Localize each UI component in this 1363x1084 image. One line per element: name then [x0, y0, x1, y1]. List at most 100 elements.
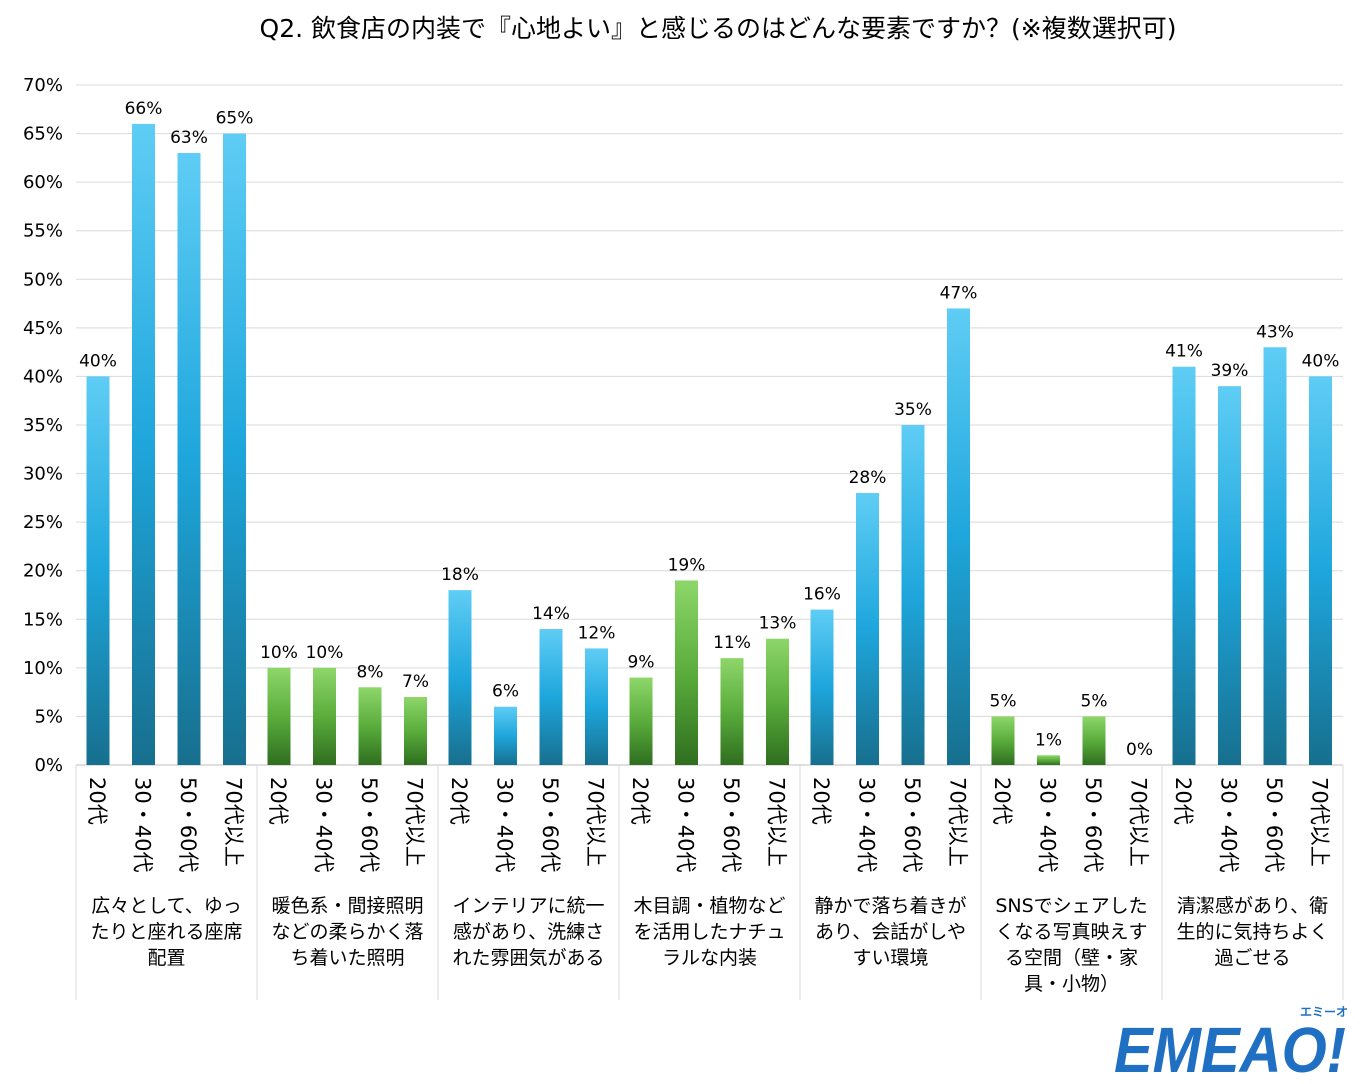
x-tick-label: 70代以上	[1127, 777, 1151, 867]
y-tick-label: 40%	[23, 366, 63, 387]
data-label: 43%	[1256, 322, 1294, 342]
bar	[810, 609, 834, 765]
x-tick-label: 70代以上	[946, 777, 970, 867]
category-label: 生的に気持ちよく	[1176, 921, 1328, 943]
x-tick-label: 30・40代	[493, 777, 517, 872]
x-tick-label: 70代以上	[222, 777, 246, 867]
data-label: 10%	[306, 643, 344, 663]
x-tick-label: 30・40代	[674, 777, 698, 872]
category-label: SNSでシェアした	[995, 895, 1147, 917]
y-tick-label: 50%	[23, 269, 63, 290]
category-label: たりと座れる座席	[90, 921, 242, 943]
bar	[1082, 716, 1106, 765]
data-label: 41%	[1165, 342, 1203, 362]
logo-kana: エミーオ	[1300, 1005, 1348, 1019]
data-label: 14%	[532, 604, 570, 624]
bar	[1218, 386, 1241, 765]
category-label: などの柔らかく落	[271, 921, 423, 943]
bar	[267, 667, 291, 765]
data-label: 12%	[578, 623, 616, 643]
data-label: 66%	[125, 99, 163, 119]
x-tick-label: 20代	[628, 777, 652, 825]
x-tick-label: 30・40代	[131, 777, 155, 872]
data-label: 18%	[441, 565, 479, 585]
bar	[585, 648, 608, 765]
category-label: 過ごせる	[1214, 947, 1290, 969]
y-tick-label: 65%	[23, 124, 63, 145]
x-tick-label: 20代	[447, 777, 471, 825]
category-label: を活用したナチュ	[633, 921, 785, 943]
data-label: 65%	[216, 109, 254, 129]
x-tick-label: 30・40代	[312, 777, 336, 872]
category-label: ち着いた照明	[290, 947, 404, 969]
bar	[720, 658, 744, 765]
data-label: 8%	[357, 662, 384, 682]
x-tick-label: 50・60代	[1081, 777, 1105, 872]
category-label: 配置	[147, 947, 185, 969]
x-tick-label: 30・40代	[855, 777, 879, 872]
bar	[1309, 376, 1332, 765]
data-label: 5%	[1081, 691, 1108, 711]
y-tick-label: 0%	[34, 755, 63, 776]
chart-title: Q2. 飲食店の内装で『心地よい』と感じるのはどんな要素ですか？(※複数選択可)	[260, 14, 1177, 43]
category-label: 清潔感があり、衛	[1177, 895, 1328, 917]
category-label: 感があり、洗練さ	[453, 921, 604, 943]
category-label: 具・小物）	[1024, 973, 1119, 995]
category-label: インテリアに統一	[452, 895, 604, 917]
y-axis: 0% 5% 10% 15% 20% 25% 30% 35% 40% 45% 50% 55% 60% 65%…	[23, 75, 63, 776]
x-tick-label: 20代	[1171, 777, 1195, 825]
y-tick-label: 70%	[23, 75, 63, 96]
logo-text: EMEAO!	[1114, 1014, 1346, 1080]
bar	[358, 687, 382, 765]
y-tick-label: 60%	[23, 172, 63, 193]
category-label: 広々として、ゆっ	[91, 895, 241, 917]
bar	[404, 697, 427, 765]
category-label: すい環境	[852, 947, 928, 969]
data-label: 35%	[894, 400, 932, 420]
data-label: 1%	[1035, 730, 1062, 750]
bar	[901, 425, 925, 765]
category-label: くなる写真映えす	[995, 921, 1147, 943]
data-label: 19%	[668, 555, 706, 575]
data-label: 11%	[713, 633, 751, 653]
data-label: 6%	[492, 682, 519, 702]
y-tick-label: 25%	[23, 512, 63, 533]
emeao-logo: エミーオ EMEAO!	[1114, 1005, 1348, 1080]
bar	[313, 667, 336, 765]
data-label: 9%	[628, 653, 655, 673]
y-tick-label: 5%	[34, 706, 63, 727]
data-label: 39%	[1211, 361, 1249, 381]
x-tick-label: 50・60代	[538, 777, 562, 872]
x-tick-label: 20代	[809, 777, 833, 825]
y-tick-label: 45%	[23, 318, 63, 339]
bar	[448, 590, 472, 765]
y-tick-label: 15%	[23, 609, 63, 630]
y-tick-label: 55%	[23, 221, 63, 242]
x-tick-label: 70代以上	[584, 777, 608, 867]
x-tick-label: 50・60代	[357, 777, 381, 872]
y-tick-label: 35%	[23, 415, 63, 436]
bar	[991, 716, 1015, 765]
x-tick-label: 50・60代	[176, 777, 200, 872]
data-label: 63%	[170, 128, 208, 148]
x-tick-label: 50・60代	[1262, 777, 1286, 872]
x-tick-label: 20代	[85, 777, 109, 825]
category-label: れた雰囲気がある	[452, 947, 604, 969]
bar	[947, 308, 970, 765]
data-labels: 40% 66% 63% 65% 10% 10% 8% 7% 18% 6% 14% 12% 9% 19% 11…	[79, 99, 1339, 760]
bar	[132, 123, 155, 766]
data-label: 5%	[990, 691, 1017, 711]
category-label: る空間（壁・家	[1005, 947, 1138, 969]
bar	[177, 153, 201, 765]
x-tick-label: 20代	[990, 777, 1014, 825]
data-label: 28%	[849, 468, 887, 488]
data-label: 13%	[759, 614, 797, 634]
data-label: 40%	[1302, 351, 1340, 371]
bar	[539, 629, 563, 765]
grid	[75, 84, 1344, 1000]
bar	[1037, 755, 1060, 765]
category-label: 暖色系・間接照明	[271, 895, 423, 917]
bar	[675, 580, 698, 765]
